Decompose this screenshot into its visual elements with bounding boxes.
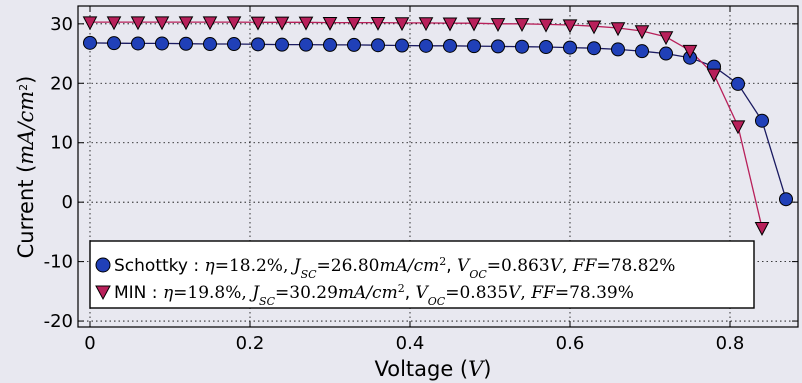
x-axis-label: Voltage (V) [374, 357, 491, 381]
data-point-schottky [732, 77, 745, 90]
data-point-schottky [300, 38, 313, 51]
data-point-schottky [180, 37, 193, 50]
legend-schottky-jsc-unit-sup: 2 [439, 255, 446, 268]
x-axis-label-close: ) [483, 357, 491, 381]
legend-min-jsc-sub: SC [259, 295, 276, 308]
x-tick-label: 0.8 [716, 333, 745, 354]
legend-min-jsc-value: 30.29 [289, 283, 338, 303]
x-tick-label: 0.2 [236, 333, 265, 354]
legend-schottky-name: Schottky [114, 256, 188, 276]
legend-schottky-voc-value: 0.863 [501, 256, 550, 276]
data-point-schottky [516, 40, 529, 53]
data-point-schottky [396, 39, 409, 52]
data-point-schottky [468, 40, 481, 53]
legend-min-eta-value: 19.8% [187, 283, 241, 303]
y-axis-label: Current (mA/cm2) [14, 76, 38, 259]
data-point-schottky [132, 37, 145, 50]
legend-schottky-eta-value: 18.2% [229, 256, 283, 276]
data-point-schottky [324, 38, 337, 51]
x-axis-label-text: Voltage ( [374, 357, 468, 381]
y-axis-label-text: Current ( [14, 165, 38, 259]
legend-schottky-ff-value: 78.82% [611, 256, 676, 276]
data-point-schottky [660, 47, 673, 60]
y-axis-label-sup: 2 [17, 84, 30, 91]
data-point-schottky [84, 36, 97, 49]
y-tick-label: 0 [62, 192, 73, 213]
data-point-schottky [228, 38, 241, 51]
legend-min-voc-value: 0.835 [459, 283, 508, 303]
x-tick-label: 0 [84, 333, 95, 354]
legend-min-voc-sub: OC [428, 295, 446, 308]
data-point-schottky [276, 38, 289, 51]
x-tick-label: 0.6 [556, 333, 585, 354]
legend: Schottky : η=18.2%, JSC=26.80mA/cm2, VOC… [90, 241, 754, 308]
y-tick-label: -20 [44, 311, 73, 332]
legend-schottky-jsc-sub: SC [301, 268, 318, 281]
data-point-schottky [252, 38, 265, 51]
data-point-schottky [108, 37, 121, 50]
y-tick-label: 30 [50, 14, 73, 35]
legend-marker-schottky [96, 258, 110, 272]
y-tick-label: 20 [50, 73, 73, 94]
data-point-schottky [444, 39, 457, 52]
data-point-schottky [204, 38, 217, 51]
legend-schottky-ff-label: FF [572, 256, 598, 276]
data-point-schottky [612, 43, 625, 56]
legend-min-jsc-unit: mA/cm [338, 283, 398, 303]
data-point-schottky [348, 38, 361, 51]
data-point-schottky [540, 41, 553, 54]
data-point-schottky [588, 42, 601, 55]
y-tick-label: 10 [50, 133, 73, 154]
data-point-schottky [372, 39, 385, 52]
legend-schottky-jsc-unit: mA/cm [379, 256, 439, 276]
legend-min-ff-value: 78.39% [569, 283, 634, 303]
data-point-schottky [756, 114, 769, 127]
data-point-schottky [564, 41, 577, 54]
legend-min-ff-label: FF [530, 283, 556, 303]
data-point-schottky [156, 37, 169, 50]
data-point-schottky [780, 193, 793, 206]
data-point-schottky [420, 39, 433, 52]
y-tick-label: -10 [44, 252, 73, 273]
data-point-schottky [636, 45, 649, 58]
legend-schottky-voc-sub: OC [469, 268, 487, 281]
legend-min-name: MIN [114, 283, 146, 303]
x-tick-label: 0.4 [396, 333, 425, 354]
y-axis-label-math: mA/cm [14, 91, 38, 165]
data-point-schottky [492, 40, 505, 53]
legend-min-jsc-unit-sup: 2 [398, 282, 405, 295]
legend-schottky-jsc-value: 26.80 [331, 256, 380, 276]
y-axis-label-close: ) [14, 76, 38, 84]
